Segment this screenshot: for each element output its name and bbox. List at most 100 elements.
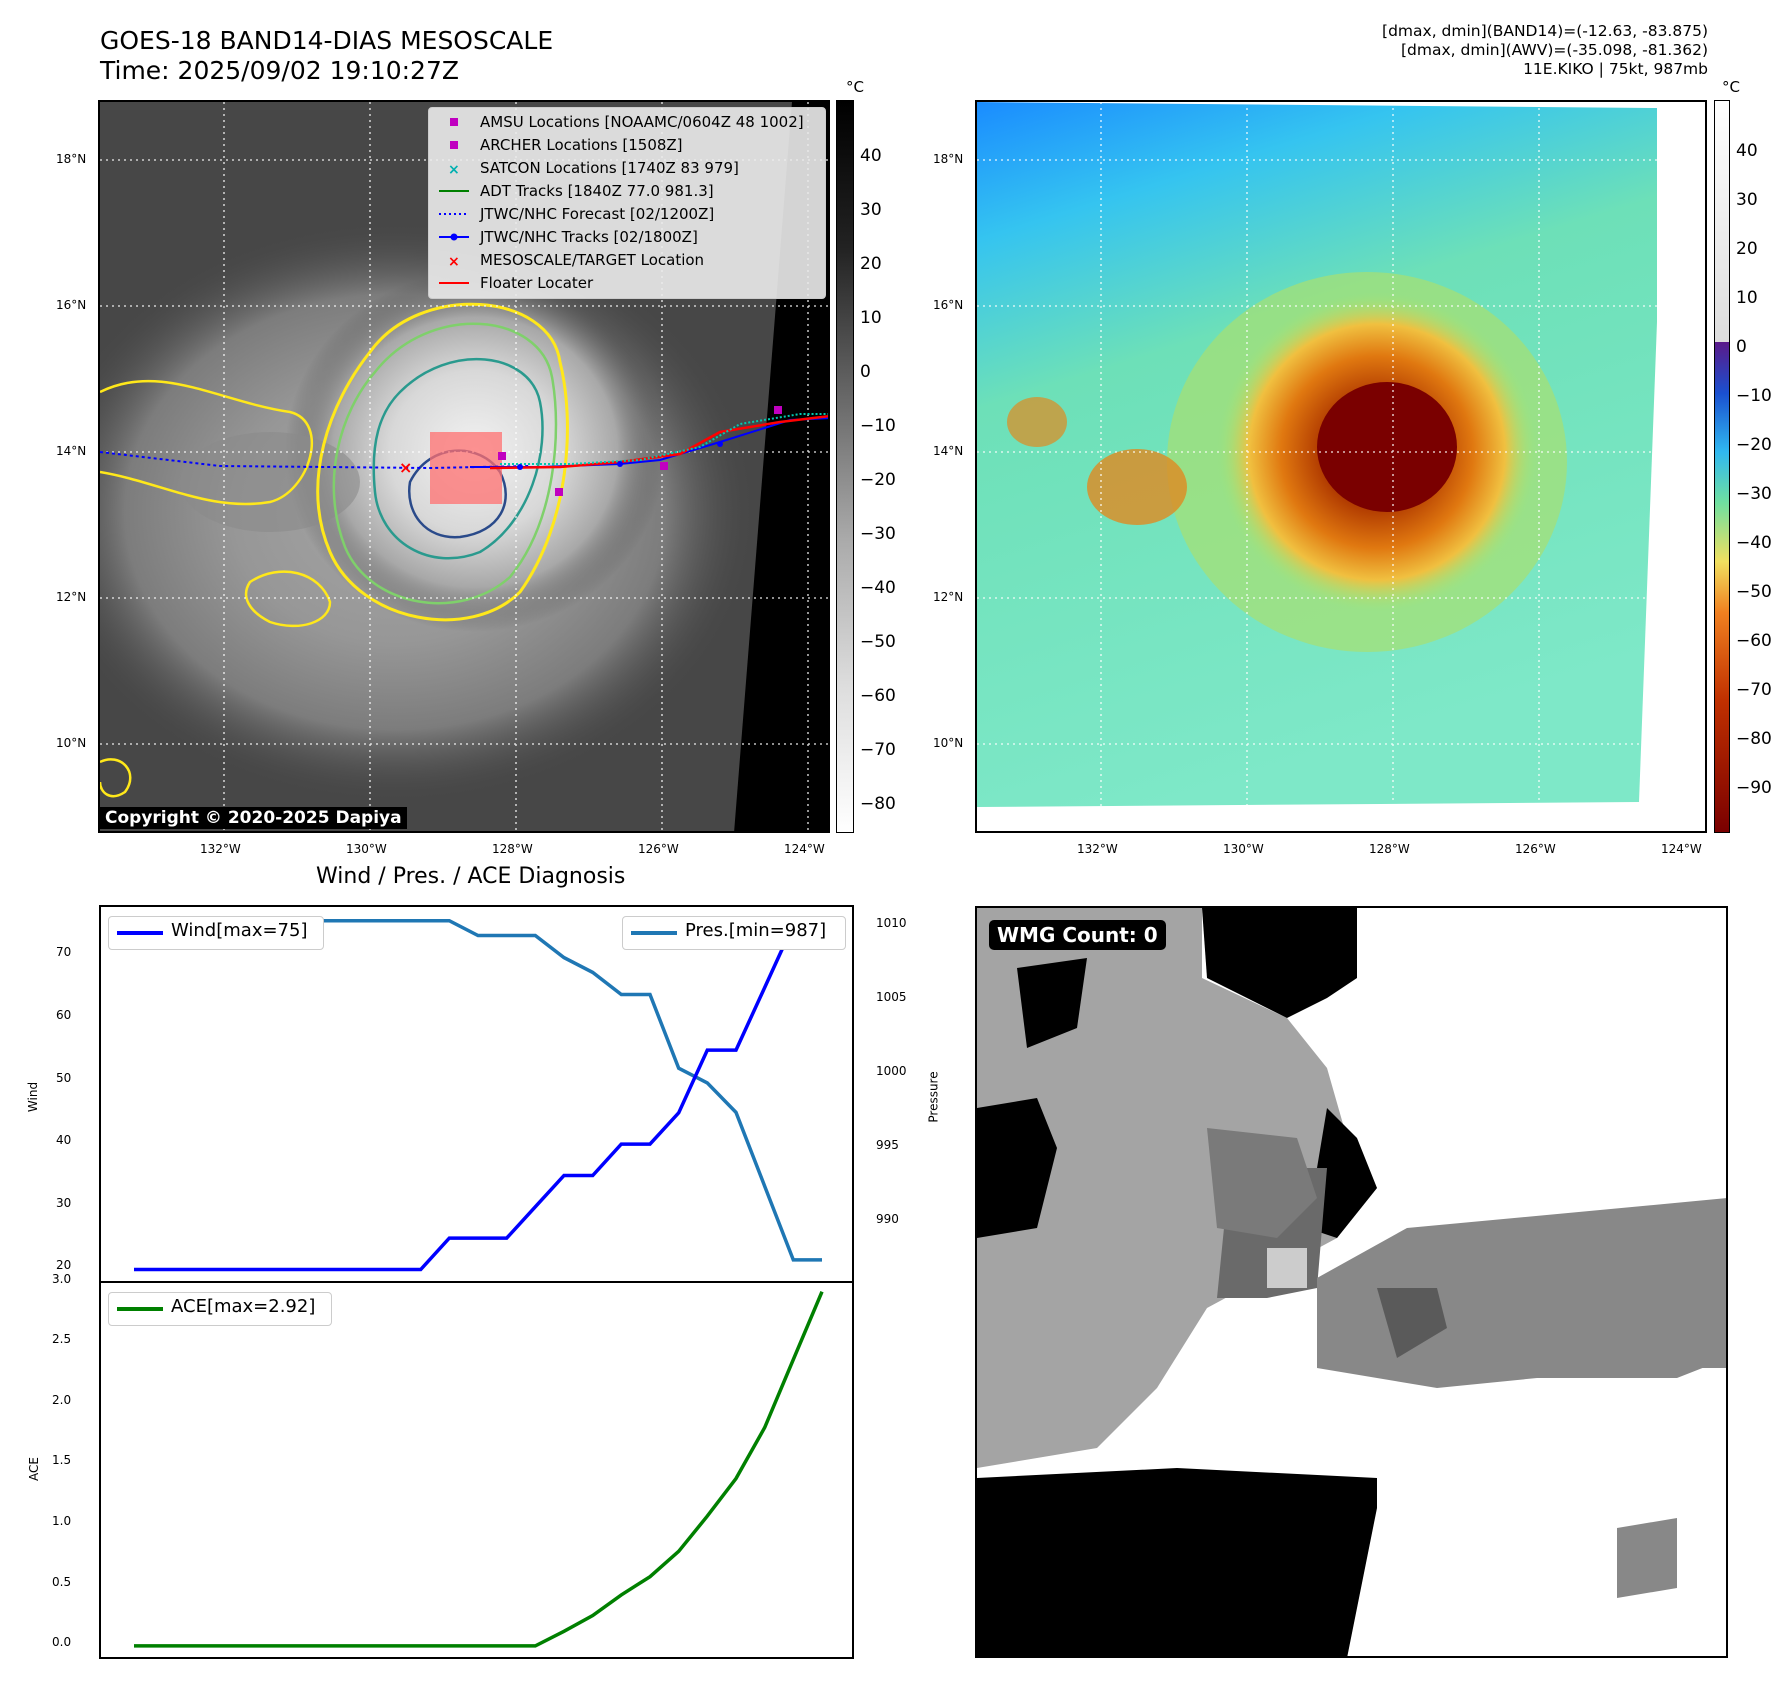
ace-axis-label: ACE: [26, 1457, 41, 1481]
wind-legend-swatch: [117, 931, 163, 935]
awv-colorbar: [1714, 100, 1730, 833]
cb-tick: 0: [860, 362, 871, 382]
header-stats: [dmax, dmin](BAND14)=(-12.63, -83.875) […: [1382, 22, 1708, 79]
line-marker-icon: [439, 190, 469, 192]
awv-colorbar-unit: °C: [1722, 78, 1740, 96]
storm-summary: 11E.KIKO | 75kt, 987mb: [1523, 60, 1708, 78]
pressure-tick: 1000: [876, 1064, 907, 1078]
figure-title: GOES-18 BAND14-DIAS MESOSCALE Time: 2025…: [100, 26, 553, 86]
wind-tick: 70: [56, 945, 72, 959]
ir-satellite-panel: × AMSU Locations [NOAAMC/0604Z 48 1002] …: [98, 100, 830, 833]
lat-tick: 14°N: [56, 444, 87, 458]
cb-tick: −80: [1736, 729, 1772, 749]
cb-tick: −40: [860, 578, 896, 598]
wind-legend: Wind[max=75]: [108, 916, 324, 950]
cb-tick: −30: [860, 524, 896, 544]
ace-legend: ACE[max=2.92]: [108, 1292, 332, 1326]
ace-tick: 0.0: [52, 1635, 72, 1649]
lat-tick: 14°N: [933, 444, 964, 458]
lon-tick: 126°W: [1515, 842, 1556, 856]
lat-tick: 16°N: [56, 298, 87, 312]
wmg-image: [977, 908, 1726, 1656]
legend-target-label: MESOSCALE/TARGET Location: [480, 251, 705, 269]
ir-colorbar: [836, 100, 854, 833]
pressure-legend-swatch: [631, 931, 677, 935]
pressure-legend-label: Pres.[min=987]: [685, 920, 827, 941]
cb-tick: −70: [1736, 680, 1772, 700]
cb-tick: 20: [1736, 239, 1758, 259]
cb-tick: −80: [860, 794, 896, 814]
ace-tick: 3.0: [52, 1272, 72, 1286]
ace-tick: 2.0: [52, 1393, 72, 1407]
cb-tick: 40: [860, 146, 882, 166]
legend-floater-label: Floater Locater: [480, 274, 594, 292]
line-marker-icon: [439, 282, 469, 284]
cb-tick: −40: [1736, 533, 1772, 553]
cb-tick: −60: [860, 686, 896, 706]
cb-tick: 10: [860, 308, 882, 328]
wind-legend-label: Wind[max=75]: [171, 920, 308, 941]
wind-tick: 20: [56, 1258, 72, 1272]
lat-tick: 12°N: [933, 590, 964, 604]
square-marker-icon: [450, 118, 458, 126]
copyright-label: Copyright © 2020-2025 Dapiya: [100, 807, 407, 829]
lon-tick: 126°W: [638, 842, 679, 856]
legend-archer-label: ARCHER Locations [1508Z]: [480, 136, 683, 154]
line-dot-marker-icon: [439, 233, 469, 241]
wind-tick: 40: [56, 1133, 72, 1147]
title-line-1: GOES-18 BAND14-DIAS MESOSCALE: [100, 26, 554, 55]
diagnosis-title: Wind / Pres. / ACE Diagnosis: [316, 864, 626, 889]
cb-tick: −50: [1736, 582, 1772, 602]
cb-tick: −10: [860, 416, 896, 436]
awv-satellite-image: [977, 102, 1705, 831]
title-line-2: Time: 2025/09/02 19:10:27Z: [100, 56, 459, 85]
lon-tick: 124°W: [784, 842, 825, 856]
cb-tick: 30: [1736, 190, 1758, 210]
lat-tick: 18°N: [933, 152, 964, 166]
dmax-band14: [dmax, dmin](BAND14)=(-12.63, -83.875): [1382, 22, 1708, 40]
pressure-series-line: [134, 918, 822, 1262]
legend-forecast-label: JTWC/NHC Forecast [02/1200Z]: [480, 205, 715, 223]
cb-tick: −70: [860, 740, 896, 760]
lon-tick: 132°W: [1077, 842, 1118, 856]
cb-tick: 0: [1736, 337, 1747, 357]
ir-legend: AMSU Locations [NOAAMC/0604Z 48 1002] AR…: [428, 107, 826, 299]
svg-text:×: ×: [448, 162, 460, 177]
ace-tick: 2.5: [52, 1332, 72, 1346]
legend-adt-label: ADT Tracks [1840Z 77.0 981.3]: [480, 182, 714, 200]
ace-legend-swatch: [117, 1307, 163, 1311]
cb-tick: −20: [860, 470, 896, 490]
wmg-count-label: WMG Count: 0: [989, 920, 1166, 950]
ace-tick: 1.0: [52, 1514, 72, 1528]
cb-tick: 20: [860, 254, 882, 274]
lon-tick: 124°W: [1661, 842, 1702, 856]
ir-colorbar-unit: °C: [846, 78, 864, 96]
x-marker-icon: ×: [448, 254, 460, 269]
ace-legend-label: ACE[max=2.92]: [171, 1296, 316, 1317]
pressure-tick: 1010: [876, 916, 907, 930]
wind-pres-axes-frame: [99, 905, 854, 1283]
wind-pres-plot: [134, 918, 822, 1272]
cb-tick: −50: [860, 632, 896, 652]
ace-axes-frame: [99, 1281, 854, 1659]
pressure-axis-label: Pressure: [926, 1071, 941, 1123]
legend-amsu-label: AMSU Locations [NOAAMC/0604Z 48 1002]: [480, 113, 804, 131]
cb-tick: 30: [860, 200, 882, 220]
lon-tick: 128°W: [1369, 842, 1410, 856]
dotted-line-icon: [439, 213, 469, 215]
square-marker-icon: [450, 141, 458, 149]
cb-tick: −30: [1736, 484, 1772, 504]
lon-tick: 130°W: [346, 842, 387, 856]
awv-satellite-panel: [975, 100, 1707, 833]
svg-text:×: ×: [399, 458, 412, 477]
wind-tick: 60: [56, 1008, 72, 1022]
cb-tick: −90: [1736, 778, 1772, 798]
lat-tick: 12°N: [56, 590, 87, 604]
svg-text:×: ×: [448, 254, 460, 269]
pressure-tick: 990: [876, 1212, 899, 1226]
wind-axis-label: Wind: [26, 1081, 41, 1113]
cb-tick: 10: [1736, 288, 1758, 308]
cb-tick: −20: [1736, 435, 1772, 455]
lon-tick: 128°W: [492, 842, 533, 856]
wmg-panel: WMG Count: 0: [975, 906, 1728, 1658]
